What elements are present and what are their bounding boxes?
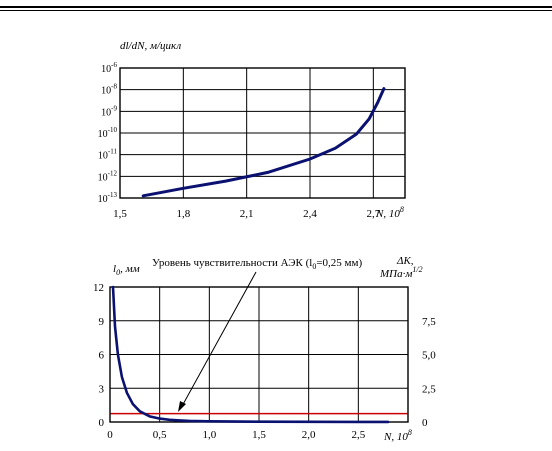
top-chart-x-tick-label: 2,4: [303, 208, 317, 220]
header-rule-thick: [0, 6, 552, 8]
top-chart-grid: [120, 68, 405, 198]
bottom-chart-y-left-tick-label: 12: [93, 282, 104, 294]
crack-length-chart: Уровень чувствительности АЭК (l0=0,25 мм…: [93, 255, 436, 443]
bottom-chart-grid: [110, 287, 408, 422]
bottom-chart-y-left-tick-label: 6: [99, 350, 105, 362]
bottom-chart-x-tick-label: 2,5: [351, 429, 365, 441]
top-chart-x-tick-label: 1,8: [176, 208, 190, 220]
annotation-arrow-line: [180, 271, 257, 409]
bottom-chart-y-left-tick-label: 3: [99, 383, 105, 395]
header-rule-thin: [0, 10, 552, 11]
bottom-chart-xlabel: N, 108: [383, 428, 412, 443]
top-chart-x-tick-label: 2,1: [240, 208, 254, 220]
bottom-chart-ylabel-right-1: ΔK,: [396, 255, 414, 267]
bottom-chart-y-right-tick-label: 2,5: [422, 383, 436, 395]
bottom-chart-y-right-tick-label: 7,5: [422, 316, 436, 328]
bottom-chart-y-right-tick-label: 5,0: [422, 350, 436, 362]
bottom-chart-series-line: [111, 285, 390, 424]
top-chart-y-ticks: 10-13 10-12 10-11 10-10 10-9 10-8 10-6: [98, 61, 118, 205]
top-chart-y-tick-label: 10-9: [101, 104, 117, 118]
bottom-chart-ylabel-left: l0, мм: [113, 263, 140, 277]
bottom-chart-ylabel-right-2: МПа·м1/2: [379, 265, 423, 280]
top-chart-series-line: [141, 87, 386, 198]
bottom-chart-x-tick-label: 2,0: [302, 429, 316, 441]
top-chart-ylabel: dl/dN, м/цикл: [120, 40, 181, 52]
crack-growth-rate-chart: dl/dN, м/цикл 1,5 1,8 2,1 2,4 2,7 10-13 10-12…: [98, 40, 406, 220]
bottom-chart-y-right-ticks: 0 2,5 5,0 7,5: [422, 316, 436, 429]
bottom-chart-x-tick-label: 0,5: [153, 429, 167, 441]
annotation-arrow-head: [178, 401, 186, 412]
bottom-chart-y-left-tick-label: 9: [99, 316, 105, 328]
top-chart-frame: [119, 67, 406, 199]
bottom-chart-y-left-tick-label: 0: [99, 417, 105, 429]
bottom-chart-x-ticks: 0 0,5 1,0 1,5 2,0 2,5: [107, 429, 365, 441]
top-chart-y-tick-label: 10-11: [98, 148, 118, 162]
bottom-chart-annotation: Уровень чувствительности АЭК (l0=0,25 мм…: [152, 257, 362, 271]
top-chart-x-tick-label: 1,5: [113, 208, 127, 220]
top-chart-x-tick-label: 2,7: [366, 208, 380, 220]
top-chart-y-tick-label: 10-13: [98, 191, 118, 205]
top-chart-y-tick-label: 10-10: [98, 126, 118, 140]
top-chart-x-ticks: 1,5 1,8 2,1 2,4 2,7: [113, 208, 381, 220]
bottom-chart-x-tick-label: 1,5: [252, 429, 266, 441]
top-chart-y-tick-label: 10-8: [101, 83, 117, 97]
top-chart-xlabel: N, 108: [375, 205, 404, 220]
top-chart-y-tick-label: 10-6: [101, 61, 117, 75]
bottom-chart-y-left-ticks: 0 3 6 9 12: [93, 282, 105, 429]
top-chart-y-tick-label: 10-12: [98, 169, 118, 183]
bottom-chart-x-tick-label: 0: [107, 429, 113, 441]
bottom-chart-y-right-tick-label: 0: [422, 417, 428, 429]
bottom-chart-x-tick-label: 1,0: [202, 429, 216, 441]
